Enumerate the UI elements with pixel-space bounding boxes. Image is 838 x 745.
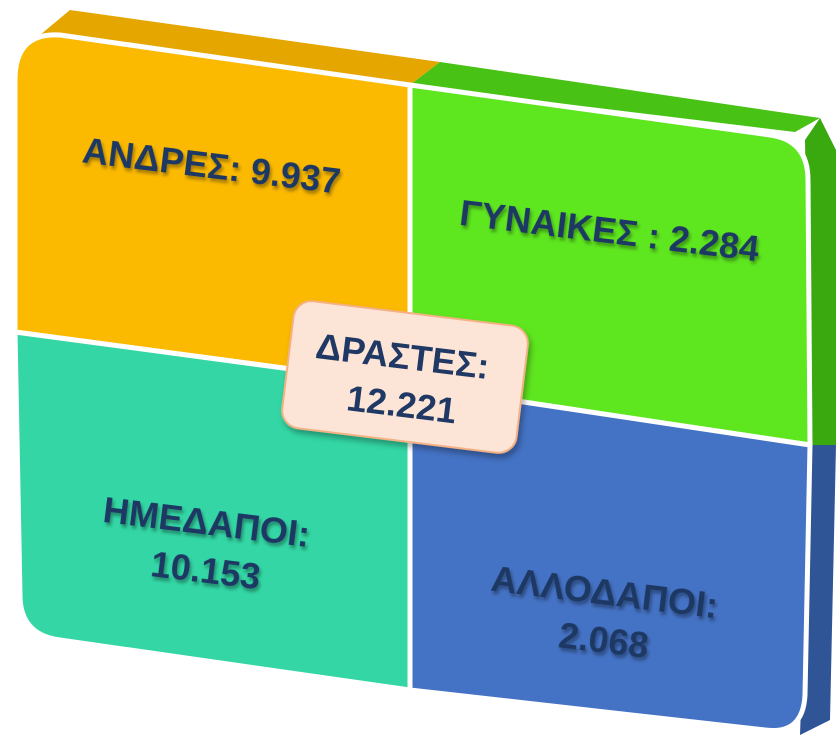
slab-top-left xyxy=(40,10,440,85)
quadrant-bottom-right xyxy=(407,382,813,734)
slab-side-top xyxy=(805,118,836,445)
center-box: ΔΡΑΣΤΕΣ: 12.221 xyxy=(281,300,529,454)
center-box-bg xyxy=(281,300,529,454)
slab-top-right xyxy=(410,62,820,132)
